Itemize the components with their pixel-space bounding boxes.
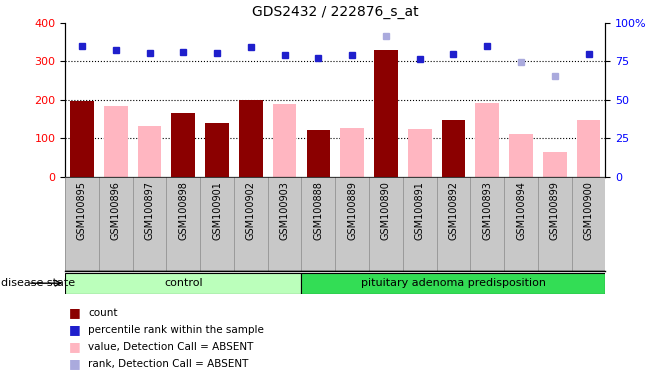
Text: GSM100902: GSM100902 [246, 181, 256, 240]
Text: ■: ■ [69, 306, 81, 319]
Bar [441, 120, 465, 177]
Text: disease state: disease state [1, 278, 75, 288]
Text: count: count [88, 308, 117, 318]
Bar [205, 123, 229, 177]
Text: GSM100891: GSM100891 [415, 181, 424, 240]
Text: GSM100901: GSM100901 [212, 181, 222, 240]
Text: GSM100889: GSM100889 [347, 181, 357, 240]
Text: GSM100890: GSM100890 [381, 181, 391, 240]
Text: pituitary adenoma predisposition: pituitary adenoma predisposition [361, 278, 546, 288]
Bar [509, 134, 533, 177]
Text: rank, Detection Call = ABSENT: rank, Detection Call = ABSENT [88, 359, 248, 369]
Bar [301, 273, 605, 294]
Bar [138, 126, 161, 177]
Bar [273, 104, 296, 177]
Text: value, Detection Call = ABSENT: value, Detection Call = ABSENT [88, 342, 253, 352]
Text: GSM100900: GSM100900 [583, 181, 594, 240]
Title: GDS2432 / 222876_s_at: GDS2432 / 222876_s_at [252, 5, 419, 19]
Bar [65, 273, 301, 294]
Text: GSM100897: GSM100897 [145, 181, 154, 240]
Bar [577, 120, 600, 177]
Bar [340, 128, 364, 177]
Text: GSM100895: GSM100895 [77, 181, 87, 240]
Text: GSM100903: GSM100903 [280, 181, 290, 240]
Bar [70, 101, 94, 177]
Text: percentile rank within the sample: percentile rank within the sample [88, 325, 264, 335]
Bar [543, 152, 566, 177]
Text: GSM100894: GSM100894 [516, 181, 526, 240]
Text: control: control [164, 278, 202, 288]
Text: ■: ■ [69, 323, 81, 336]
Bar [239, 100, 262, 177]
Bar [475, 103, 499, 177]
Bar [104, 106, 128, 177]
Bar [374, 50, 398, 177]
Text: GSM100898: GSM100898 [178, 181, 188, 240]
Text: GSM100892: GSM100892 [449, 181, 458, 240]
Text: GSM100888: GSM100888 [313, 181, 324, 240]
Bar [307, 130, 330, 177]
Text: GSM100899: GSM100899 [550, 181, 560, 240]
Bar [171, 113, 195, 177]
Text: GSM100893: GSM100893 [482, 181, 492, 240]
Text: ■: ■ [69, 357, 81, 370]
Text: ■: ■ [69, 340, 81, 353]
Text: GSM100896: GSM100896 [111, 181, 120, 240]
Bar [408, 129, 432, 177]
